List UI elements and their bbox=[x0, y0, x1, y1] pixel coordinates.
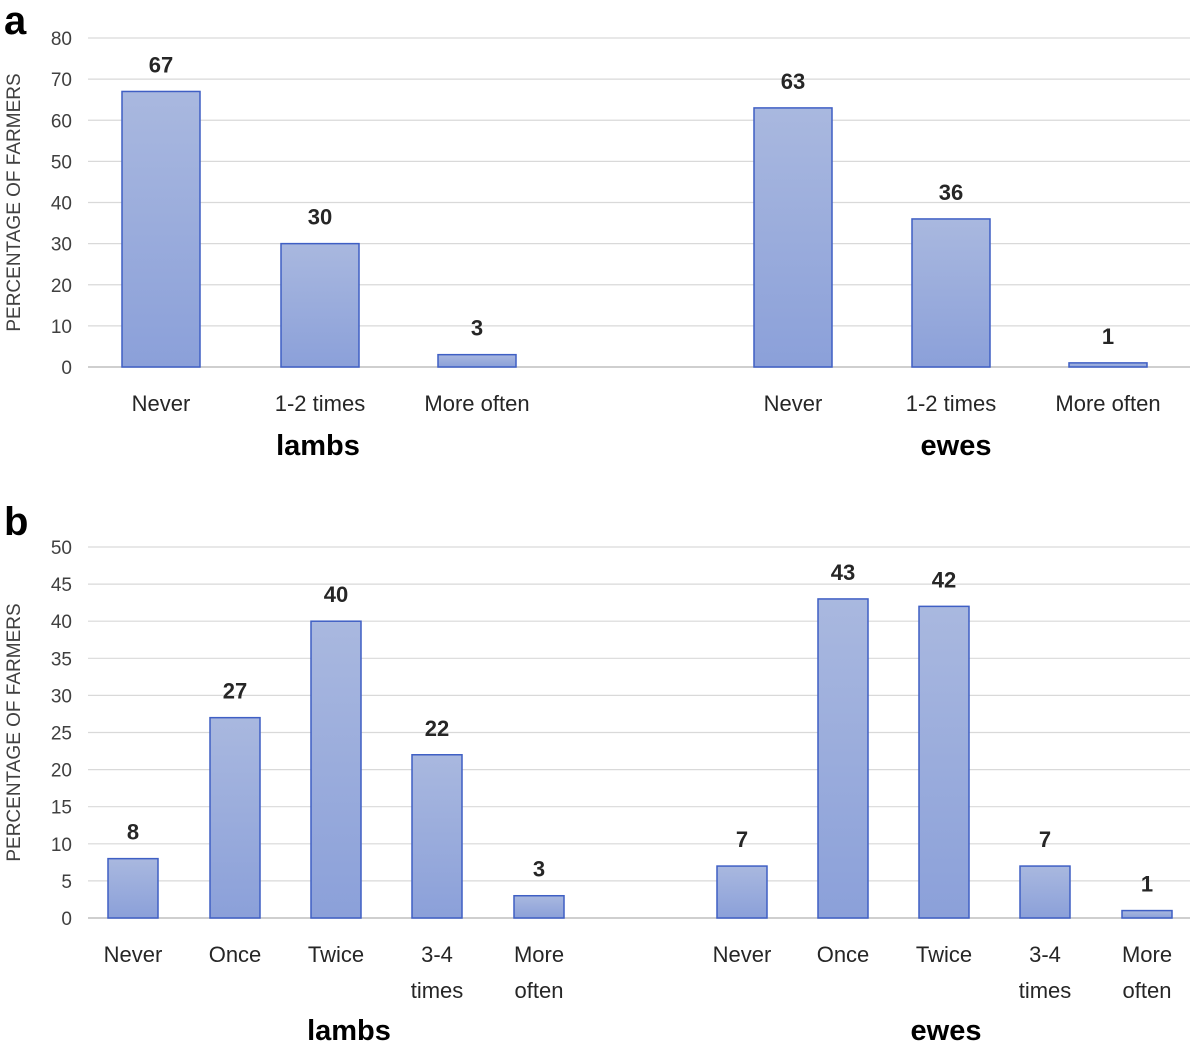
bar-lambs-once bbox=[209, 716, 261, 919]
data-label: 30 bbox=[308, 205, 332, 230]
y-tick-label: 50 bbox=[51, 538, 72, 559]
data-label: 36 bbox=[939, 180, 963, 205]
y-tick-label: 60 bbox=[51, 111, 72, 132]
x-tick-label: Twice bbox=[916, 942, 972, 967]
bar-ewes-never bbox=[753, 107, 833, 368]
data-label: 22 bbox=[425, 716, 449, 741]
y-tick-label: 70 bbox=[51, 70, 72, 91]
data-label: 43 bbox=[831, 560, 855, 585]
y-tick-label: 20 bbox=[51, 761, 72, 782]
x-tick-label: times bbox=[411, 978, 464, 1003]
bar-lambs-twice bbox=[310, 620, 362, 919]
y-tick-label: 40 bbox=[51, 194, 72, 215]
panel-label-a: a bbox=[4, 0, 27, 43]
y-tick-label: 0 bbox=[61, 358, 72, 379]
y-tick-label: 50 bbox=[51, 152, 72, 173]
y-tick-label: 15 bbox=[51, 798, 72, 819]
bar-lambs-never bbox=[107, 857, 159, 919]
group-label-lambs: lambs bbox=[307, 1015, 391, 1045]
y-tick-label: 35 bbox=[51, 649, 72, 670]
y-tick-label: 45 bbox=[51, 575, 72, 596]
bar-ewes-twice bbox=[918, 605, 970, 919]
y-axis-label: PERCENTAGE OF FARMERS bbox=[4, 603, 25, 861]
x-tick-label: More bbox=[514, 942, 564, 967]
data-label: 1 bbox=[1102, 324, 1114, 349]
x-tick-label: 1-2 times bbox=[906, 391, 996, 416]
group-label-ewes: ewes bbox=[911, 1015, 982, 1045]
x-tick-label: 3-4 bbox=[421, 942, 453, 967]
data-label: 8 bbox=[127, 820, 139, 845]
data-label: 7 bbox=[1039, 827, 1051, 852]
y-tick-label: 5 bbox=[61, 872, 72, 893]
x-tick-label: Once bbox=[817, 942, 870, 967]
x-tick-label: More bbox=[1122, 942, 1172, 967]
x-tick-label: 1-2 times bbox=[275, 391, 365, 416]
bar-ewes-3-4-times bbox=[1019, 865, 1071, 919]
x-tick-label: Never bbox=[104, 942, 163, 967]
bar-ewes-1-2-times bbox=[911, 218, 991, 368]
y-tick-label: 40 bbox=[51, 612, 72, 633]
data-label: 7 bbox=[736, 827, 748, 852]
bar-ewes-never bbox=[716, 865, 768, 919]
data-label: 42 bbox=[932, 567, 956, 592]
x-tick-label: Never bbox=[132, 391, 191, 416]
data-label: 27 bbox=[223, 679, 247, 704]
y-tick-label: 30 bbox=[51, 235, 72, 256]
bar-lambs-more-often bbox=[437, 353, 517, 368]
bar-lambs-more-often bbox=[513, 894, 565, 919]
x-tick-label: Once bbox=[209, 942, 262, 967]
bar-ewes-more-often bbox=[1068, 362, 1148, 368]
y-axis-label: PERCENTAGE OF FARMERS bbox=[4, 73, 25, 331]
bar-ewes-more-often bbox=[1121, 909, 1173, 919]
y-tick-label: 10 bbox=[51, 835, 72, 856]
x-tick-label: Never bbox=[713, 942, 772, 967]
data-label: 1 bbox=[1141, 872, 1153, 897]
x-tick-label: 3-4 bbox=[1029, 942, 1061, 967]
bar-lambs-never bbox=[121, 90, 201, 368]
y-tick-label: 0 bbox=[61, 909, 72, 930]
x-tick-label: often bbox=[515, 978, 564, 1003]
x-tick-label: Twice bbox=[308, 942, 364, 967]
x-tick-label: times bbox=[1019, 978, 1072, 1003]
data-label: 40 bbox=[324, 582, 348, 607]
y-tick-label: 80 bbox=[51, 29, 72, 50]
x-tick-label: More often bbox=[1055, 391, 1160, 416]
data-label: 67 bbox=[149, 52, 173, 77]
x-tick-label: often bbox=[1123, 978, 1172, 1003]
group-label-lambs: lambs bbox=[276, 430, 360, 462]
data-label: 3 bbox=[533, 857, 545, 882]
bar-ewes-once bbox=[817, 598, 869, 919]
group-label-ewes: ewes bbox=[921, 430, 992, 462]
data-label: 3 bbox=[471, 316, 483, 341]
x-tick-label: Never bbox=[764, 391, 823, 416]
y-tick-label: 25 bbox=[51, 724, 72, 745]
bar-lambs-3-4-times bbox=[411, 754, 463, 919]
bar-lambs-1-2-times bbox=[280, 242, 360, 368]
y-tick-label: 30 bbox=[51, 686, 72, 707]
data-label: 63 bbox=[781, 69, 805, 94]
y-tick-label: 20 bbox=[51, 276, 72, 297]
x-tick-label: More often bbox=[424, 391, 529, 416]
panel-label-b: b bbox=[4, 500, 28, 544]
y-tick-label: 10 bbox=[51, 317, 72, 338]
